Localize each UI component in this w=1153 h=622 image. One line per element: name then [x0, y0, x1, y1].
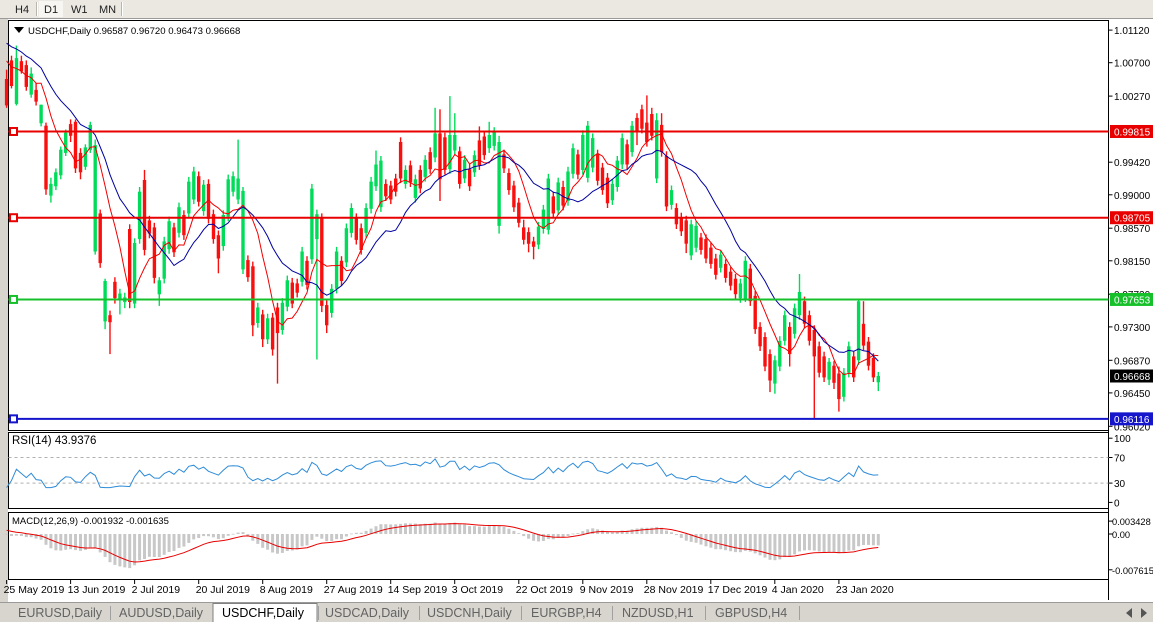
svg-text:0.00: 0.00 [1112, 530, 1130, 540]
svg-text:25 May 2019: 25 May 2019 [4, 584, 65, 596]
svg-text:14 Sep 2019: 14 Sep 2019 [388, 584, 448, 596]
svg-text:AUDUSD,Daily: AUDUSD,Daily [119, 606, 204, 620]
svg-text:2 Jul 2019: 2 Jul 2019 [132, 584, 181, 596]
svg-text:0.003428: 0.003428 [1112, 517, 1151, 527]
svg-text:0.99815: 0.99815 [1114, 127, 1151, 138]
svg-text:0.98570: 0.98570 [1114, 224, 1151, 235]
svg-text:27 Aug 2019: 27 Aug 2019 [324, 584, 383, 596]
svg-text:H4: H4 [15, 4, 29, 16]
svg-text:13 Jun 2019: 13 Jun 2019 [68, 584, 126, 596]
svg-text:1.01120: 1.01120 [1114, 26, 1150, 37]
svg-text:70: 70 [1114, 454, 1126, 465]
svg-text:100: 100 [1114, 434, 1131, 445]
svg-text:NZDUSD,H1: NZDUSD,H1 [622, 606, 694, 620]
svg-text:0.96668: 0.96668 [1114, 372, 1151, 383]
svg-text:23 Jan 2020: 23 Jan 2020 [836, 584, 894, 596]
svg-text:0.96020: 0.96020 [1114, 422, 1151, 433]
svg-text:0.97300: 0.97300 [1114, 323, 1151, 334]
svg-text:9 Nov 2019: 9 Nov 2019 [580, 584, 634, 596]
svg-text:30: 30 [1114, 479, 1126, 490]
svg-text:USDCHF,Daily: USDCHF,Daily [222, 606, 305, 620]
svg-text:3 Oct 2019: 3 Oct 2019 [452, 584, 504, 596]
svg-text:RSI(14) 43.9376: RSI(14) 43.9376 [12, 435, 96, 447]
svg-text:0.96450: 0.96450 [1114, 389, 1151, 400]
svg-text:20 Jul 2019: 20 Jul 2019 [196, 584, 250, 596]
svg-text:MN: MN [99, 4, 116, 16]
svg-text:22 Oct 2019: 22 Oct 2019 [516, 584, 573, 596]
svg-text:0.97653: 0.97653 [1114, 295, 1151, 306]
svg-text:0.99420: 0.99420 [1114, 158, 1151, 169]
svg-text:4 Jan 2020: 4 Jan 2020 [772, 584, 824, 596]
svg-text:GBPUSD,H4: GBPUSD,H4 [715, 606, 787, 620]
svg-text:-0.007615: -0.007615 [1112, 566, 1153, 576]
svg-text:28 Nov 2019: 28 Nov 2019 [644, 584, 704, 596]
svg-text:EURUSD,Daily: EURUSD,Daily [18, 606, 103, 620]
svg-text:0.96116: 0.96116 [1114, 415, 1150, 426]
svg-text:EURGBP,H4: EURGBP,H4 [531, 606, 602, 620]
svg-text:0.98705: 0.98705 [1114, 214, 1151, 225]
svg-text:1.00700: 1.00700 [1114, 59, 1151, 70]
svg-text:0.98150: 0.98150 [1114, 257, 1151, 268]
svg-text:W1: W1 [71, 4, 88, 16]
svg-text:USDCNH,Daily: USDCNH,Daily [427, 606, 512, 620]
svg-text:1.00270: 1.00270 [1114, 92, 1151, 103]
svg-text:USDCAD,Daily: USDCAD,Daily [325, 606, 410, 620]
svg-text:USDCHF,Daily 0.96587 0.96720: USDCHF,Daily 0.96587 0.96720 0.96473 0.9… [28, 26, 240, 37]
svg-text:0.99000: 0.99000 [1114, 191, 1151, 202]
svg-text:D1: D1 [44, 4, 58, 16]
svg-text:0.96870: 0.96870 [1114, 356, 1151, 367]
svg-text:MACD(12,26,9) -0.001932 -0.001: MACD(12,26,9) -0.001932 -0.001635 [12, 516, 169, 527]
svg-text:17 Dec 2019: 17 Dec 2019 [708, 584, 768, 596]
svg-text:8 Aug 2019: 8 Aug 2019 [260, 584, 313, 596]
svg-text:0: 0 [1114, 498, 1120, 509]
